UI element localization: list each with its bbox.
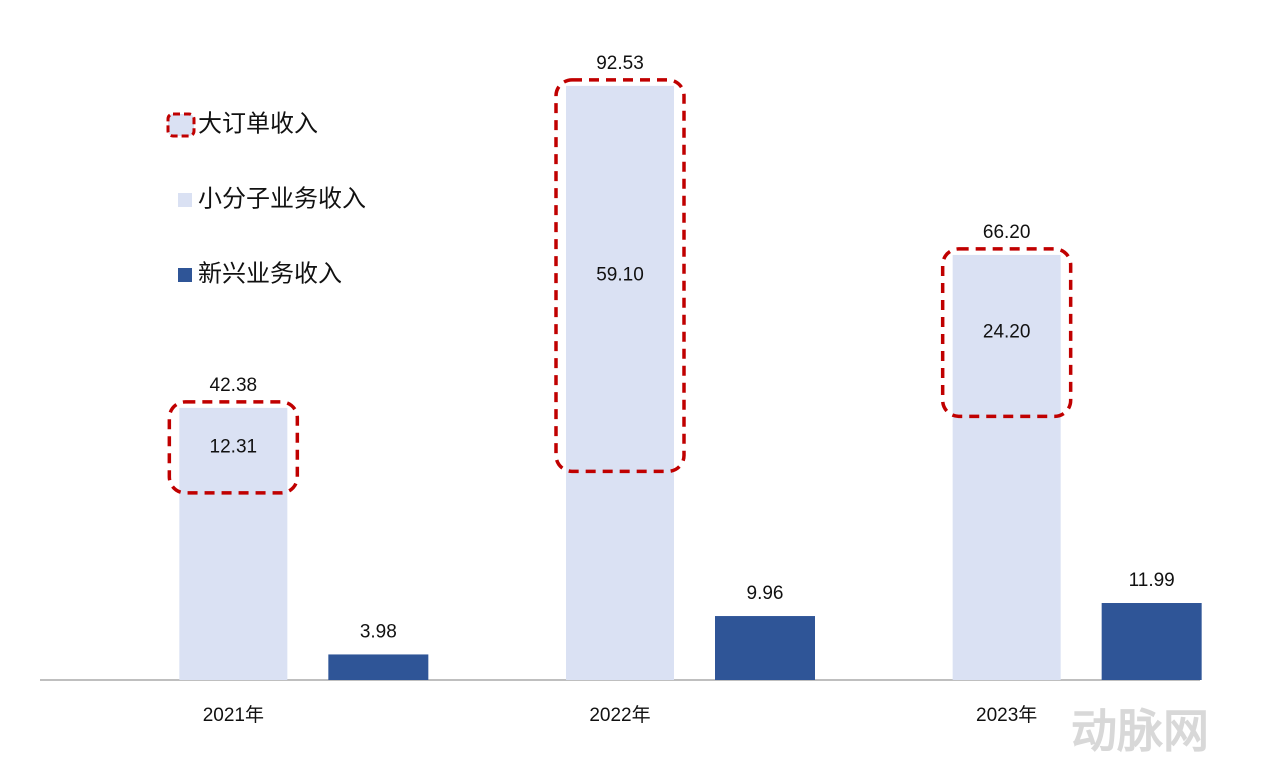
x-tick-label: 2022年 [589, 704, 650, 726]
highlight-box [554, 78, 686, 474]
highlight-box [940, 247, 1073, 419]
bar [566, 85, 674, 681]
value-label: 42.38 [210, 375, 258, 396]
bar [328, 654, 429, 680]
legend-marker [166, 112, 196, 138]
bar [1101, 603, 1202, 680]
legend-marker [178, 193, 192, 207]
legend-marker [178, 268, 192, 282]
bar [179, 407, 288, 680]
watermark: 动脉网 [1071, 705, 1209, 757]
x-tick-label: 2023年 [976, 704, 1037, 726]
value-label: 92.53 [596, 53, 644, 74]
x-tick-label: 2021年 [203, 704, 264, 726]
legend-label: 大订单收入 [198, 110, 318, 137]
value-label: 9.96 [747, 583, 784, 604]
highlight-label: 59.10 [596, 265, 644, 286]
value-label: 66.20 [983, 222, 1031, 243]
bar [715, 616, 815, 680]
value-label: 11.99 [1129, 570, 1175, 591]
highlight-label: 24.20 [983, 322, 1031, 343]
legend-label: 小分子业务收入 [198, 185, 366, 212]
highlight-label: 12.31 [210, 436, 258, 457]
value-label: 3.98 [360, 621, 397, 642]
bar [952, 254, 1061, 680]
legend-label: 新兴业务收入 [198, 260, 342, 287]
